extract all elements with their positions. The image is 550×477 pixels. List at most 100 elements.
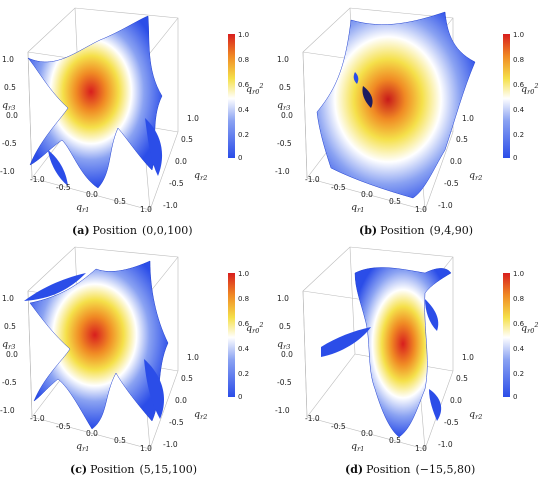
x-tick: 1.0 <box>140 444 152 453</box>
caption: (c) Position (5,15,100) <box>70 463 197 476</box>
x-axis-label: qr1 <box>76 441 89 453</box>
colorbar-scale <box>228 273 235 397</box>
x-tick: 1.0 <box>415 444 427 453</box>
y-tick: -1.0 <box>438 440 453 449</box>
x-tick: -0.5 <box>56 422 71 431</box>
y-tick: 0.0 <box>450 157 462 166</box>
y-tick: 0.5 <box>456 374 468 383</box>
z-tick: 0.0 <box>6 111 18 120</box>
subplot-d: 1.0 0.5 0.0 -0.5 -1.0 qr3 -1.0 -0.5 0.0 … <box>275 239 550 477</box>
z-tick: 0.5 <box>279 83 291 92</box>
z-axis-label: qr3 <box>277 100 290 112</box>
y-tick: -1.0 <box>163 440 178 449</box>
y-tick: 0.5 <box>456 135 468 144</box>
surface <box>316 11 476 199</box>
colorbar-tick: 0 <box>513 393 517 401</box>
z-axis-label: qr3 <box>2 100 15 112</box>
z-tick: -0.5 <box>277 378 292 387</box>
y-tick: 0.0 <box>175 396 187 405</box>
y-axis-label: qr2 <box>194 170 207 182</box>
x-tick: 0.5 <box>389 436 401 445</box>
z-tick: 0.0 <box>281 350 293 359</box>
y-tick: -1.0 <box>438 201 453 210</box>
colorbar-tick: 0 <box>238 393 242 401</box>
x-tick: 0.5 <box>114 197 126 206</box>
colorbar-tick: 0 <box>513 154 517 162</box>
y-tick: -0.5 <box>169 179 184 188</box>
x-tick: 0.0 <box>361 190 373 199</box>
y-tick: 1.0 <box>462 114 474 123</box>
z-tick: 1.0 <box>277 294 289 303</box>
caption: (b) Position (9,4,90) <box>359 224 473 237</box>
colorbar-tick: 0.6 <box>513 81 525 89</box>
colorbar-tick: 1.0 <box>513 31 524 39</box>
y-axis-label: qr2 <box>194 409 207 421</box>
z-tick: 0.0 <box>6 350 18 359</box>
colorbar-tick: 0.8 <box>238 56 249 64</box>
y-tick: -0.5 <box>444 179 459 188</box>
colorbar-tick: 0.6 <box>238 320 250 328</box>
z-tick: -1.0 <box>0 406 15 415</box>
colorbar-tick: 0.2 <box>513 131 524 139</box>
colorbar-scale <box>503 34 510 158</box>
colorbar-tick: 0.6 <box>238 81 250 89</box>
caption: (a) Position (0,0,100) <box>72 224 193 237</box>
subplot-d-svg: 1.0 0.5 0.0 -0.5 -1.0 qr3 -1.0 -0.5 0.0 … <box>275 246 538 476</box>
y-tick: 1.0 <box>187 353 199 362</box>
colorbar: 1.0 0.8 0.6 0.4 0.2 0 qr02 <box>503 31 538 162</box>
colorbar-label: qr02 <box>246 82 263 96</box>
z-tick: -0.5 <box>277 139 292 148</box>
y-axis-ticks: -1.0 -0.5 0.0 0.5 1.0 <box>438 353 474 449</box>
x-axis-ticks: -1.0 -0.5 0.0 0.5 1.0 <box>30 414 152 453</box>
x-tick: -1.0 <box>305 175 320 184</box>
z-axis-label: qr3 <box>2 339 15 351</box>
x-tick: 0.0 <box>361 429 373 438</box>
colorbar-tick: 0 <box>238 154 242 162</box>
colorbar-tick: 0.6 <box>513 320 525 328</box>
y-tick: 0.0 <box>175 157 187 166</box>
colorbar-scale <box>503 273 510 397</box>
subplot-c: 1.0 0.5 0.0 -0.5 -1.0 qr3 -1.0 -0.5 0.0 … <box>0 239 275 477</box>
z-tick: 1.0 <box>277 55 289 64</box>
x-axis-label: qr1 <box>351 202 364 214</box>
colorbar: 1.0 0.8 0.6 0.4 0.2 0 qr02 <box>228 270 263 401</box>
y-axis-ticks: -1.0 -0.5 0.0 0.5 1.0 <box>163 114 199 210</box>
x-axis-ticks: -1.0 -0.5 0.0 0.5 1.0 <box>305 175 427 214</box>
x-axis-label: qr1 <box>351 441 364 453</box>
y-tick: 0.0 <box>450 396 462 405</box>
z-tick: -1.0 <box>275 406 290 415</box>
subplot-b: 1.0 0.5 0.0 -0.5 -1.0 qr3 -1.0 -0.5 0.0 … <box>275 0 550 238</box>
colorbar-tick: 1.0 <box>238 270 249 278</box>
colorbar-tick: 0.4 <box>238 106 250 114</box>
colorbar-tick: 0.4 <box>513 106 525 114</box>
x-tick: -0.5 <box>331 422 346 431</box>
colorbar-tick: 0.2 <box>513 370 524 378</box>
x-tick: 0.5 <box>389 197 401 206</box>
colorbar-tick: 1.0 <box>513 270 524 278</box>
x-tick: -0.5 <box>56 183 71 192</box>
y-axis-label: qr2 <box>469 409 482 421</box>
z-tick: 0.5 <box>4 322 16 331</box>
colorbar-scale <box>228 34 235 158</box>
y-tick: -1.0 <box>163 201 178 210</box>
z-tick: 1.0 <box>2 294 14 303</box>
subplot-a-svg: 1.0 0.5 0.0 -0.5 -1.0 qr3 -1.0 -0.5 0.0 … <box>0 7 263 237</box>
x-tick: 1.0 <box>140 205 152 214</box>
subplot-b-svg: 1.0 0.5 0.0 -0.5 -1.0 qr3 -1.0 -0.5 0.0 … <box>275 7 538 237</box>
x-axis-ticks: -1.0 -0.5 0.0 0.5 1.0 <box>30 175 152 214</box>
surface <box>321 267 452 438</box>
y-axis-ticks: -1.0 -0.5 0.0 0.5 1.0 <box>438 114 474 210</box>
z-axis-ticks: 1.0 0.5 0.0 -0.5 -1.0 <box>0 294 18 415</box>
caption: (d) Position (−15,5,80) <box>345 463 475 476</box>
y-tick: 0.5 <box>181 135 193 144</box>
z-tick: -1.0 <box>0 167 15 176</box>
x-axis-ticks: -1.0 -0.5 0.0 0.5 1.0 <box>305 414 427 453</box>
x-tick: -1.0 <box>30 414 45 423</box>
colorbar-label: qr02 <box>521 321 538 335</box>
z-tick: 0.0 <box>281 111 293 120</box>
x-tick: -0.5 <box>331 183 346 192</box>
x-tick: -1.0 <box>30 175 45 184</box>
subplot-c-svg: 1.0 0.5 0.0 -0.5 -1.0 qr3 -1.0 -0.5 0.0 … <box>0 246 263 476</box>
colorbar-tick: 0.8 <box>513 295 524 303</box>
z-axis-ticks: 1.0 0.5 0.0 -0.5 -1.0 <box>275 294 293 415</box>
